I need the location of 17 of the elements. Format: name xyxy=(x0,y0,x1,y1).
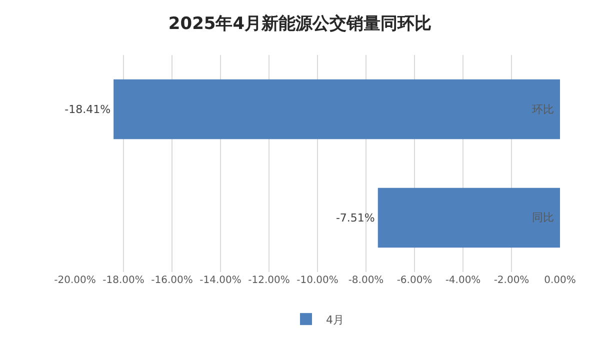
x-tick-label: -12.00% xyxy=(248,275,290,286)
x-tick-label: -4.00% xyxy=(445,275,481,286)
x-tick-label: 0.00% xyxy=(544,275,576,286)
x-tick-label: -18.00% xyxy=(102,275,144,286)
x-tick-label: -16.00% xyxy=(151,275,193,286)
y-tick-label: 同比 xyxy=(532,211,554,224)
x-tick-label: -14.00% xyxy=(200,275,242,286)
legend-label: 4月 xyxy=(326,313,344,326)
data-label: -7.51% xyxy=(336,211,375,224)
x-tick-label: -10.00% xyxy=(296,275,338,286)
x-tick-label: -20.00% xyxy=(54,275,96,286)
x-tick-label: -8.00% xyxy=(348,275,384,286)
chart-title: 2025年4月新能源公交销量同环比 xyxy=(168,14,432,34)
y-tick-label: 环比 xyxy=(532,103,554,116)
data-label: -18.41% xyxy=(64,102,111,116)
x-tick-label: -6.00% xyxy=(396,275,432,286)
x-tick-label: -2.00% xyxy=(494,275,530,286)
